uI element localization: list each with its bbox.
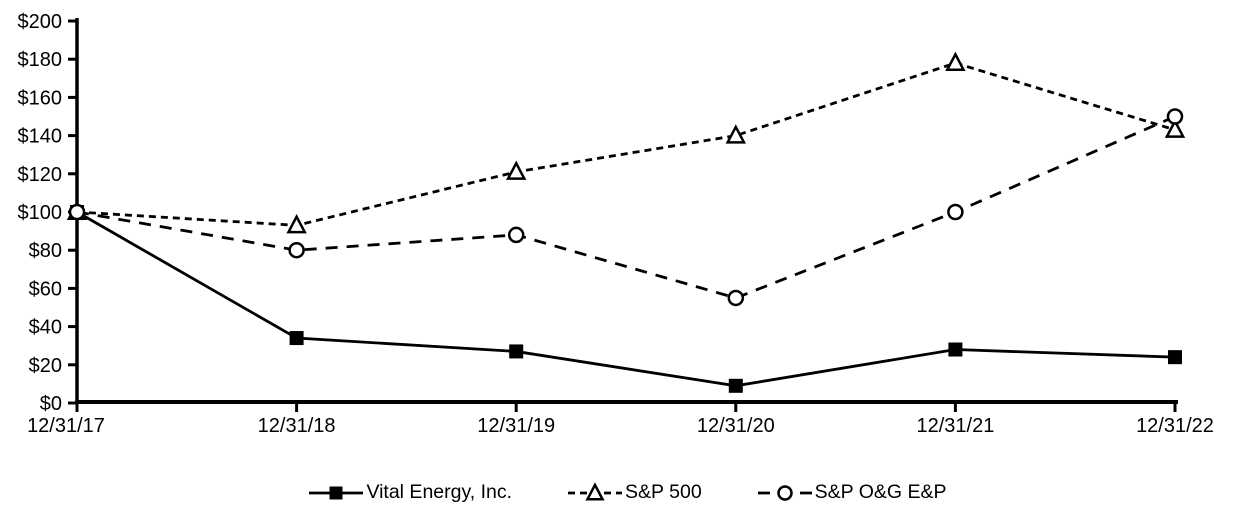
y-tick-label: $100 bbox=[18, 202, 63, 224]
y-tick-label: $80 bbox=[29, 240, 62, 262]
chart-legend: Vital Energy, Inc. S&P 500 S&P O&G E&P bbox=[0, 481, 1256, 504]
legend-marker-open-circle-icon bbox=[757, 484, 812, 501]
x-tick-label: 12/31/17 bbox=[27, 415, 105, 437]
series-s-p-500 bbox=[66, 51, 1186, 234]
legend-label-sp-og-ep: S&P O&G E&P bbox=[814, 481, 947, 503]
legend-marker-filled-square-icon bbox=[309, 486, 364, 499]
y-tick-label: $180 bbox=[18, 49, 63, 71]
axes bbox=[68, 18, 1178, 412]
chart-canvas: $0 $20 $40 $60 $80 $100 $120 $140 $160 $180 $200 12… bbox=[18, 11, 1214, 437]
y-tick-label: $160 bbox=[18, 87, 63, 109]
y-tick-label: $60 bbox=[29, 278, 62, 300]
y-tick-label: $200 bbox=[18, 11, 63, 33]
y-tick-label: $140 bbox=[18, 126, 63, 148]
y-tick-label: $40 bbox=[29, 317, 62, 339]
legend-label-sp500: S&P 500 bbox=[625, 481, 702, 503]
legend-item-vital-energy: Vital Energy, Inc. bbox=[309, 481, 512, 504]
y-tick-label: $20 bbox=[29, 355, 62, 377]
x-tick-label: 12/31/20 bbox=[697, 415, 775, 437]
series-s-p-o-g-e-p bbox=[68, 108, 1184, 307]
x-tick-label: 12/31/22 bbox=[1136, 415, 1214, 437]
x-axis-tick-labels: 12/31/17 12/31/18 12/31/19 12/31/20 12/31/21… bbox=[27, 415, 1214, 437]
legend-item-sp-og-ep: S&P O&G E&P bbox=[757, 481, 947, 504]
legend-item-sp500: S&P 500 bbox=[568, 481, 702, 504]
legend-label-vital-energy: Vital Energy, Inc. bbox=[366, 481, 513, 503]
y-tick-label: $120 bbox=[18, 164, 63, 186]
x-tick-label: 12/31/18 bbox=[258, 415, 336, 437]
y-tick-label: $0 bbox=[40, 393, 62, 415]
x-tick-label: 12/31/19 bbox=[477, 415, 555, 437]
legend-marker-open-triangle-icon bbox=[568, 481, 623, 500]
series-vital-energy-inc bbox=[70, 205, 1182, 393]
x-tick-label: 12/31/21 bbox=[916, 415, 994, 437]
y-axis-tick-labels: $0 $20 $40 $60 $80 $100 $120 $140 $160 $180 $200 bbox=[18, 11, 63, 415]
